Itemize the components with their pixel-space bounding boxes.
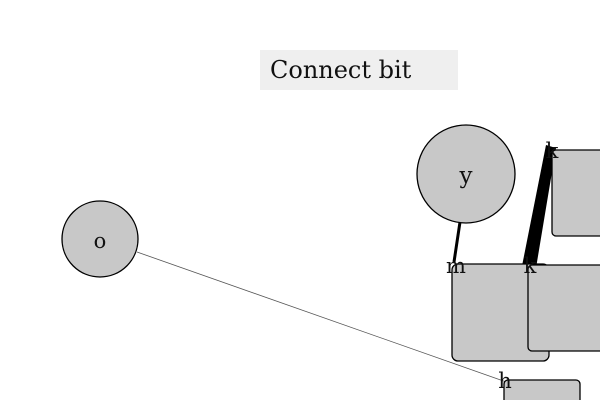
block-node-right-top[interactable]: [551, 149, 600, 237]
port-label-m[interactable]: m: [446, 254, 466, 278]
port-label-h[interactable]: h: [498, 369, 512, 393]
edge-y-m[interactable]: [452, 221, 462, 263]
edge-o-h[interactable]: [136, 251, 513, 385]
block-node-h[interactable]: [503, 379, 581, 400]
block-node-right-mid[interactable]: [527, 264, 600, 352]
port-label-k-mid[interactable]: k: [524, 254, 537, 278]
circle-node-o-label: o: [94, 229, 107, 253]
edge-k-k-thick[interactable]: [522, 145, 556, 268]
port-label-k-top[interactable]: k: [546, 139, 559, 163]
circle-node-y-label: y: [459, 163, 473, 189]
title-label: Connect bit: [260, 50, 458, 90]
circle-node-y[interactable]: [416, 124, 516, 224]
circle-node-o[interactable]: [61, 200, 139, 278]
